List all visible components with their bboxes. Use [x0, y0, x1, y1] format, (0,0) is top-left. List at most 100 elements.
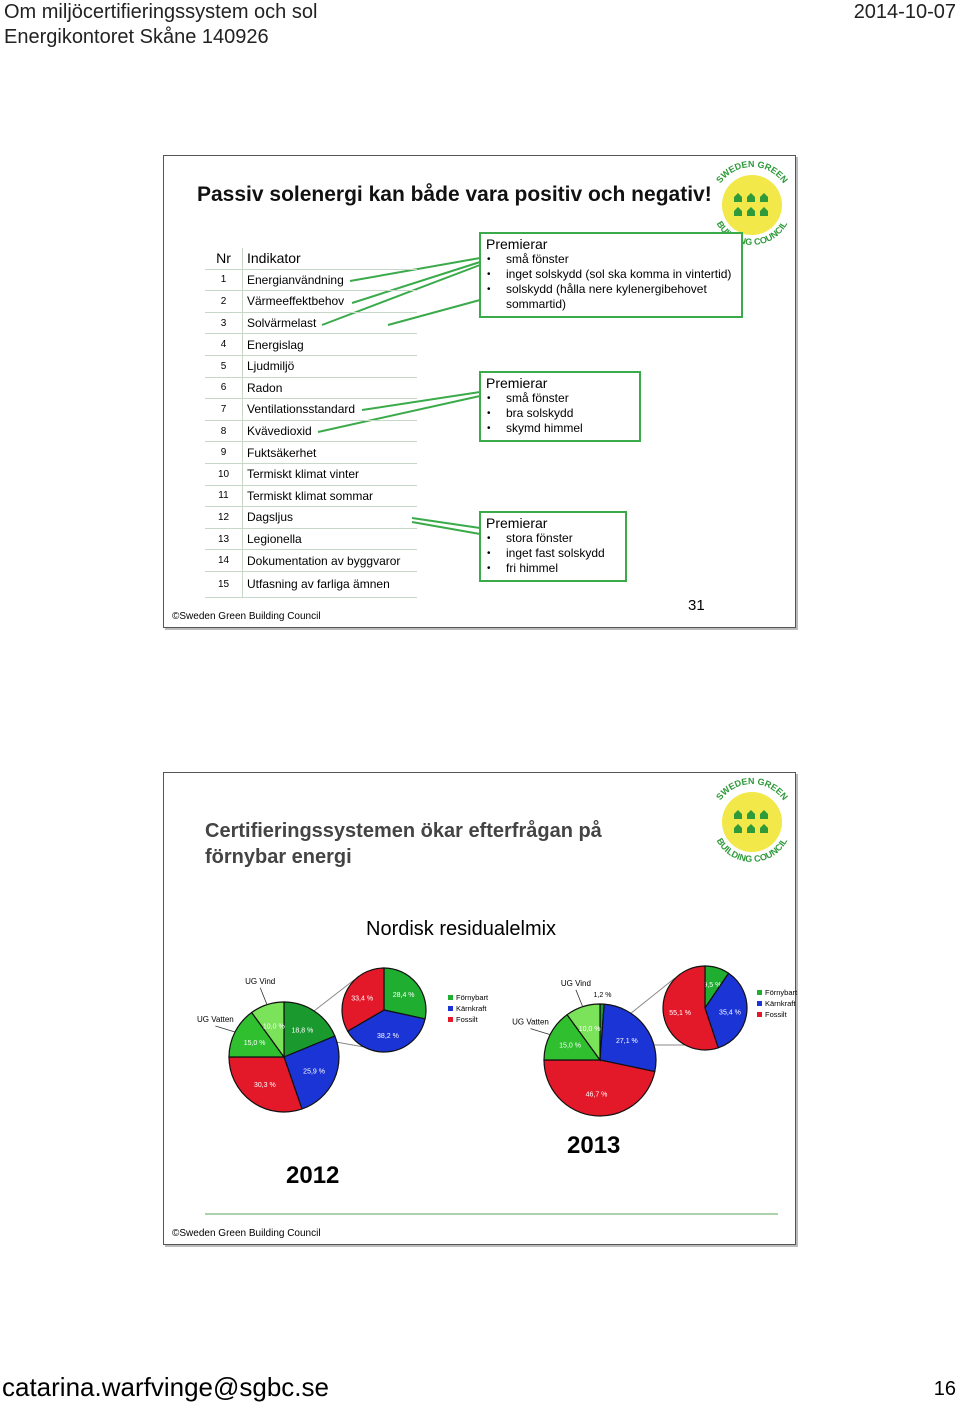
title-line: förnybar energi — [205, 846, 352, 868]
callout-list: små fönsterbra solskyddskymd himmel — [486, 391, 634, 436]
row-number: 15 — [205, 571, 243, 598]
callout-item: skymd himmel — [487, 421, 634, 436]
indicator: Kvävedioxid — [242, 420, 417, 443]
legend-label: Kärnkraft — [456, 1004, 487, 1013]
slice-label: 38,2 % — [377, 1033, 399, 1040]
row-number: 1 — [205, 269, 243, 292]
row-number: 11 — [205, 485, 243, 508]
pie-connector — [335, 1041, 365, 1048]
logo-hut — [760, 207, 768, 216]
table-row: 4 Energislag — [205, 333, 417, 356]
callout-item: solskydd (hålla nere kylenergibehovet so… — [487, 282, 736, 312]
slice-label: 18,8 % — [291, 1028, 313, 1035]
indicator: Dokumentation av byggvaror — [242, 549, 417, 572]
table-row: 6 Radon — [205, 377, 417, 400]
slice-name: UG Vatten — [512, 1018, 549, 1027]
indicator: Legionella — [242, 528, 417, 551]
column-header: Indikator — [242, 248, 417, 270]
slice-label: 15,0 % — [559, 1043, 581, 1050]
legend-swatch — [757, 1012, 762, 1017]
table-row: 1 Energianvändning — [205, 269, 417, 292]
logo-hut — [747, 824, 755, 833]
table-row: 11 Termiskt klimat sommar — [205, 485, 417, 508]
indicator: Energislag — [242, 333, 417, 356]
slice-name: UG Vind — [561, 979, 591, 988]
indicator: Termiskt klimat vinter — [242, 463, 417, 486]
pie-slice — [228, 1056, 303, 1113]
logo-hut — [734, 193, 742, 202]
legend-label: Fossilt — [765, 1010, 788, 1019]
logo-hut — [734, 207, 742, 216]
leader-line — [215, 1025, 236, 1033]
slice-label: 10,0 % — [263, 1024, 285, 1031]
callout: Premierarsmå fönsterbra solskyddskymd hi… — [479, 371, 641, 442]
pie-slice — [341, 967, 385, 1032]
slice-label: 9,5 % — [703, 982, 721, 989]
indicator: Ljudmiljö — [242, 355, 417, 378]
logo-disc — [722, 175, 782, 235]
indicator: Fuktsäkerhet — [242, 441, 417, 464]
indicator: Solvärmelast — [242, 312, 417, 335]
slice-label: 33,4 % — [351, 995, 373, 1002]
table-row: 5 Ljudmiljö — [205, 355, 417, 378]
title-line: Certifieringssystemen ökar efterfrågan p… — [205, 820, 602, 842]
row-number: 8 — [205, 420, 243, 443]
callout-list: små fönsteringet solskydd (sol ska komma… — [486, 252, 736, 312]
slice-label: 27,1 % — [616, 1038, 638, 1045]
legend-swatch — [757, 990, 762, 995]
slice-label: 15,0 % — [244, 1040, 266, 1047]
indicator: Utfasning av farliga ämnen — [242, 571, 417, 598]
indicator: Radon — [242, 377, 417, 400]
callout: Premierarsmå fönsteringet solskydd (sol … — [479, 232, 743, 318]
row-number: 14 — [205, 549, 243, 572]
page-number: 16 — [933, 1378, 956, 1400]
table-row: 9 Fuktsäkerhet — [205, 441, 417, 464]
pie-connector — [629, 977, 676, 1015]
slice-label: 10,0 % — [579, 1026, 601, 1033]
leader-line — [530, 1028, 551, 1035]
table-row: 13 Legionella — [205, 528, 417, 551]
pie-connector — [313, 979, 355, 1012]
column-header: Nr — [205, 248, 243, 270]
callout: Premierarstora fönsteringet fast solskyd… — [479, 511, 627, 582]
callout-item: bra solskydd — [487, 406, 634, 421]
indicator: Energianvändning — [242, 269, 417, 292]
callout-item: små fönster — [487, 391, 634, 406]
indicator: Värmeeffektbehov — [242, 290, 417, 313]
legend-swatch — [757, 1001, 762, 1006]
pie-slice — [566, 1003, 601, 1062]
table-header: Nr Indikator — [205, 248, 417, 270]
slice-label: 46,7 % — [586, 1091, 608, 1098]
callout-item: fri himmel — [487, 561, 620, 576]
row-number: 13 — [205, 528, 243, 551]
slice-label: 25,9 % — [303, 1069, 325, 1076]
table-row: 3 Solvärmelast — [205, 312, 417, 335]
callout-item: små fönster — [487, 252, 736, 267]
slice-name: UG Vatten — [197, 1015, 234, 1024]
slide-footer: ©Sweden Green Building Council — [172, 1228, 321, 1239]
legend-label: Förnybart — [765, 988, 798, 997]
legend-swatch — [448, 995, 453, 1000]
table-row: 14 Dokumentation av byggvaror — [205, 549, 417, 572]
pie-slice — [704, 972, 748, 1049]
table-row: 15 Utfasning av farliga ämnen — [205, 571, 417, 598]
pie-slice — [228, 1011, 286, 1058]
pie-slice — [383, 967, 427, 1020]
leader-line — [259, 987, 268, 1005]
logo-hut — [734, 824, 742, 833]
logo-hut — [747, 207, 755, 216]
chart-subtitle: Nordisk residualelmix — [366, 918, 557, 940]
pie-slice — [543, 1059, 656, 1117]
table-row: 12 Dagsljus — [205, 506, 417, 529]
table-row: 7 Ventilationsstandard — [205, 398, 417, 421]
logo-hut — [760, 824, 768, 833]
table-row: 10 Termiskt klimat vinter — [205, 463, 417, 486]
pie-slice — [283, 1001, 336, 1058]
logo-hut — [760, 810, 768, 819]
slice-label: 35,4 % — [719, 1009, 741, 1016]
logo-hut — [747, 193, 755, 202]
row-number: 10 — [205, 463, 243, 486]
legend-label: Kärnkraft — [765, 999, 796, 1008]
row-number: 5 — [205, 355, 243, 378]
